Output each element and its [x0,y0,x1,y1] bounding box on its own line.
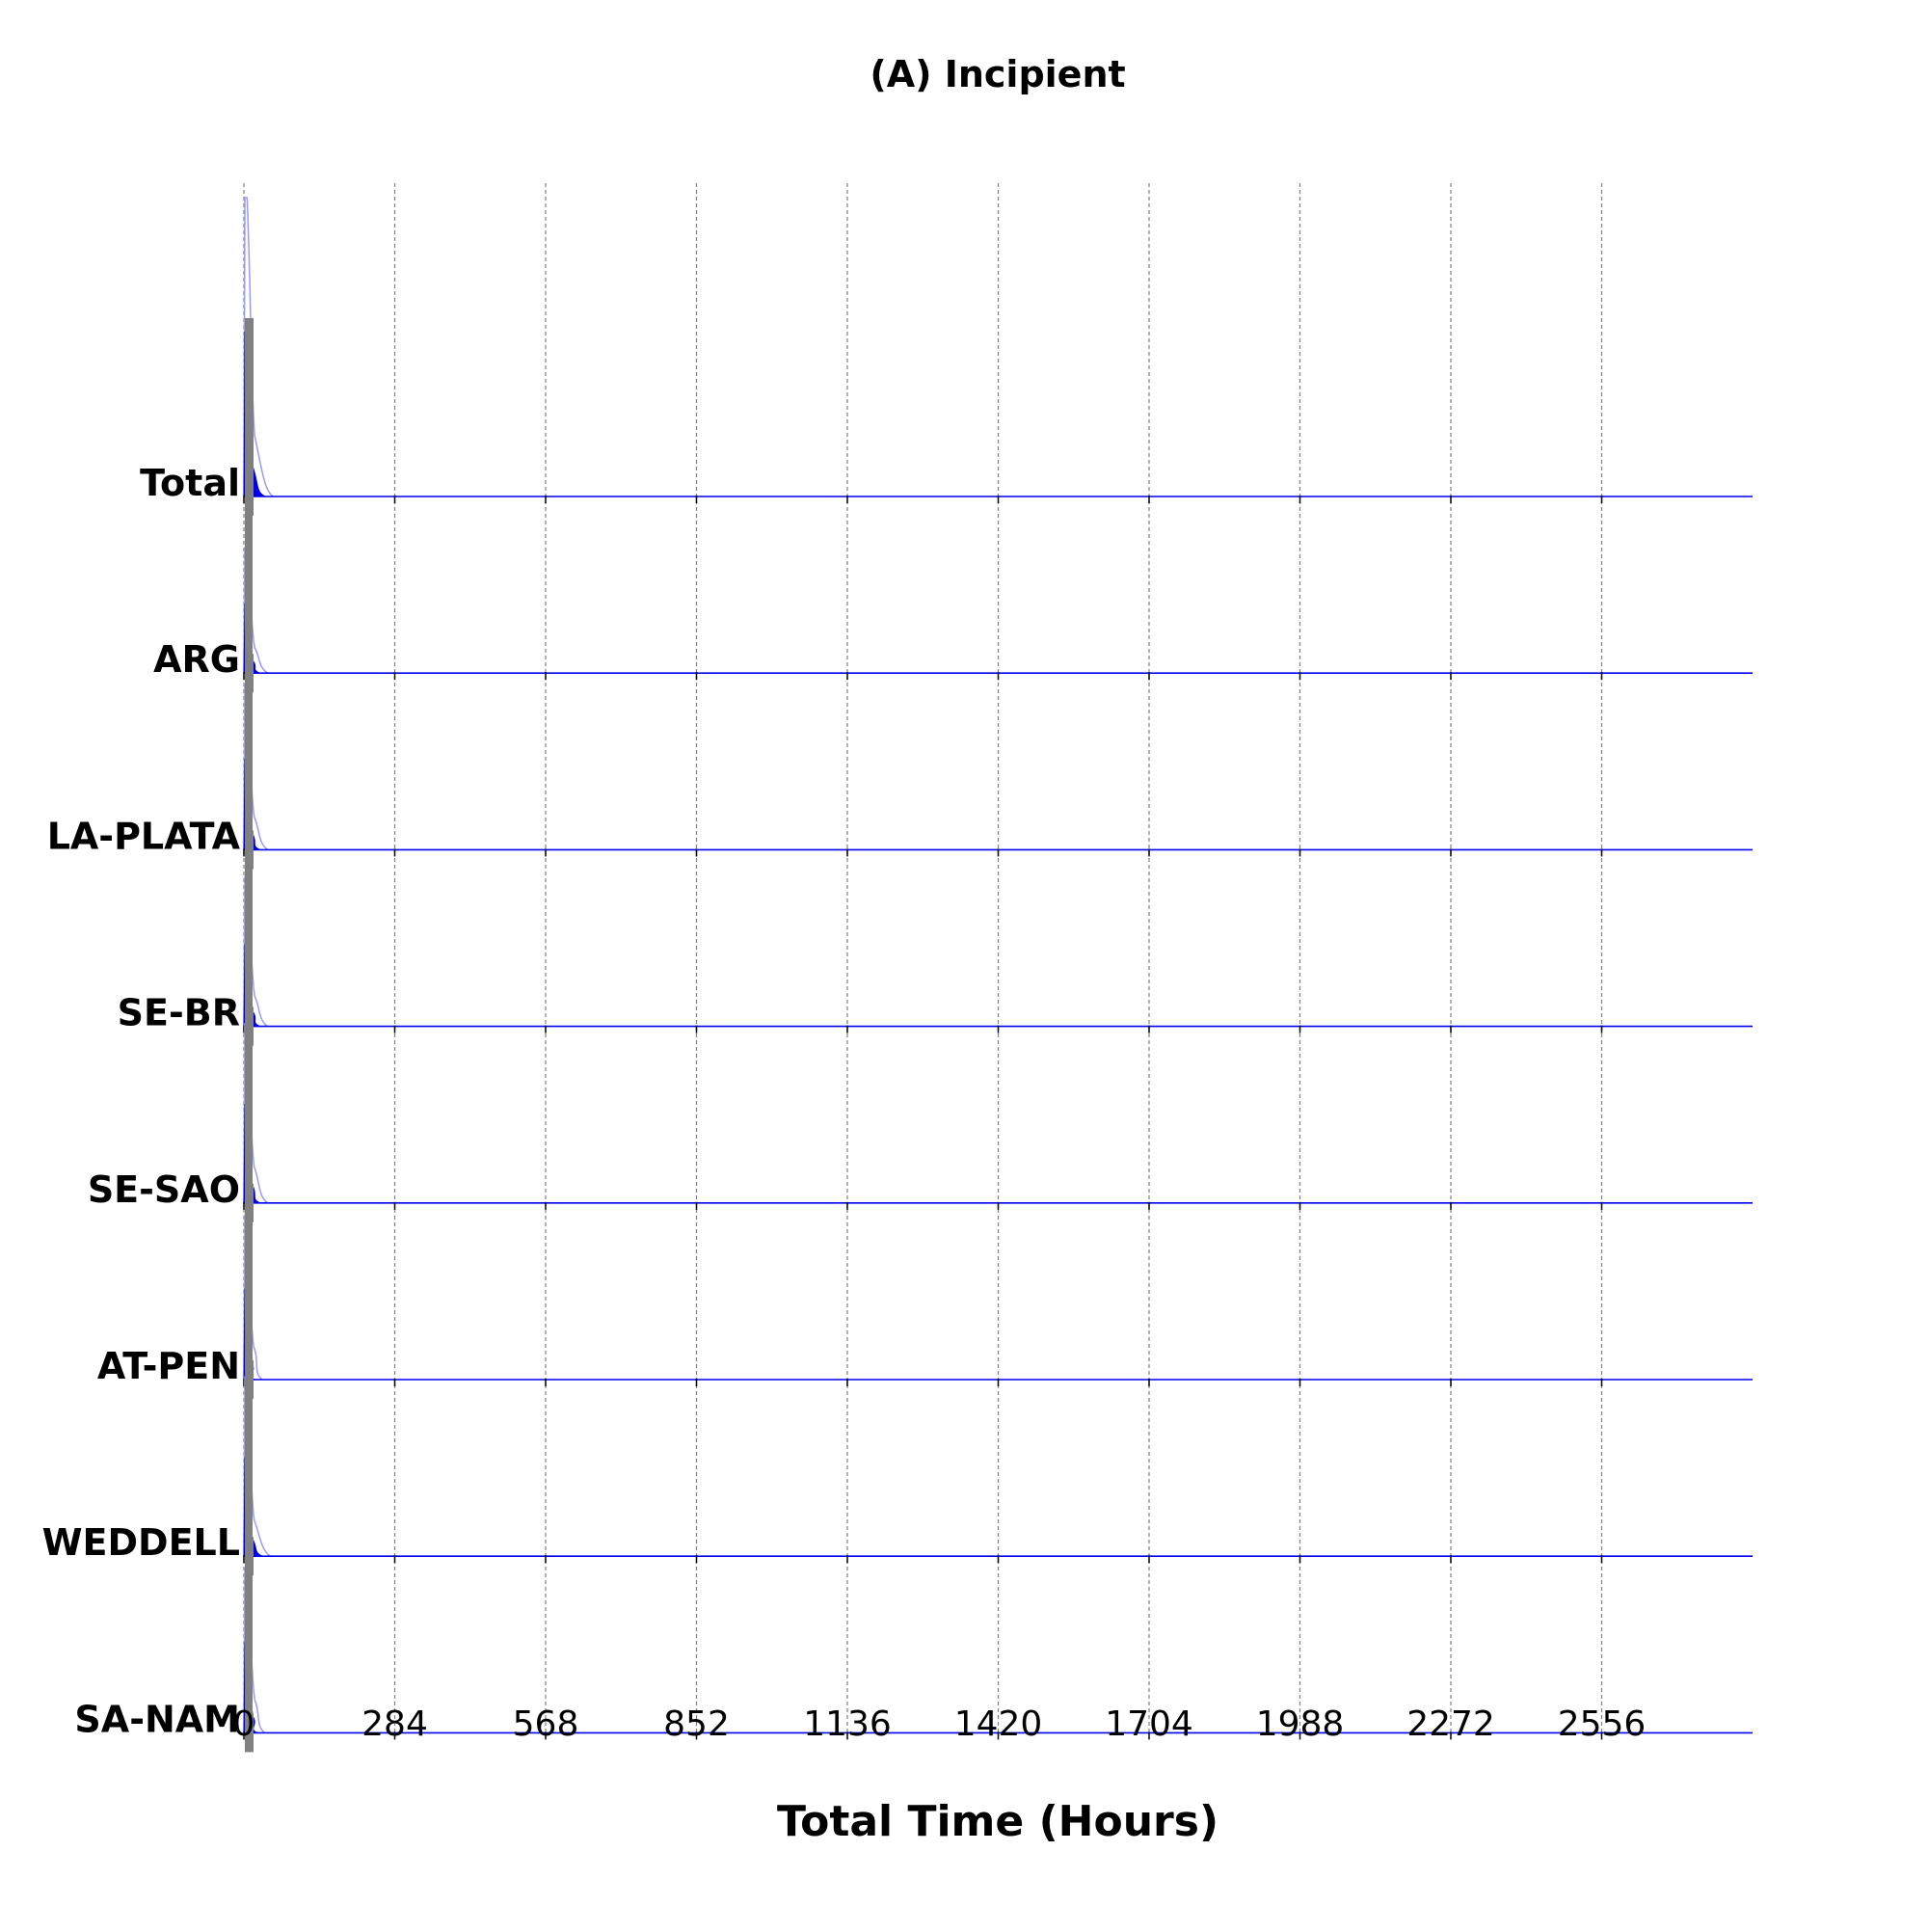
marker-spine [245,318,253,1733]
ridge-rows: Total ARG LA-PLATA SE-BR SE-SAO AT-PEN WEDDELL… [42,197,1753,1753]
row-label: SE-SAO [88,1168,240,1211]
x-tick-label: 2556 [1558,1704,1647,1744]
x-axis-label: Total Time (Hours) [777,1797,1218,1846]
row-label: SE-BR [118,992,240,1034]
row-label: Total [140,462,240,504]
ridge-row-arg: ARG [153,547,1753,693]
x-tick-label: 1420 [954,1704,1043,1744]
x-tick-label: 1136 [803,1704,892,1744]
row-label: ARG [153,638,240,681]
x-tick-label: 1988 [1256,1704,1345,1744]
x-tick-label: 852 [663,1704,730,1744]
ridge-row-se-sao: SE-SAO [88,1023,1753,1222]
ridge-row-la-plata: LA-PLATA [47,684,1753,870]
row-label: AT-PEN [97,1345,240,1387]
x-axis: 0 284 568 852 1136 1420 1704 1988 2272 2556 [233,1704,1647,1744]
ridge-row-weddell: WEDDELL [42,1376,1753,1576]
x-tick-label: 0 [233,1704,255,1744]
row-label: WEDDELL [42,1521,240,1564]
x-tick-label: 568 [513,1704,579,1744]
ridge-row-total: Total [140,197,1753,516]
x-tick-label: 2272 [1406,1704,1495,1744]
x-tick-label: 1704 [1105,1704,1193,1744]
ridge-row-se-br: SE-BR [118,875,1753,1046]
chart-title: (A) Incipient [870,53,1125,95]
ridge-row-sa-nam: SA-NAM [74,1568,1753,1753]
x-tick-label: 284 [362,1704,428,1744]
row-label: LA-PLATA [47,815,241,857]
grid-lines [243,183,1603,1733]
row-label: SA-NAM [74,1698,240,1740]
ridge-row-at-pen: AT-PEN [97,1214,1753,1399]
